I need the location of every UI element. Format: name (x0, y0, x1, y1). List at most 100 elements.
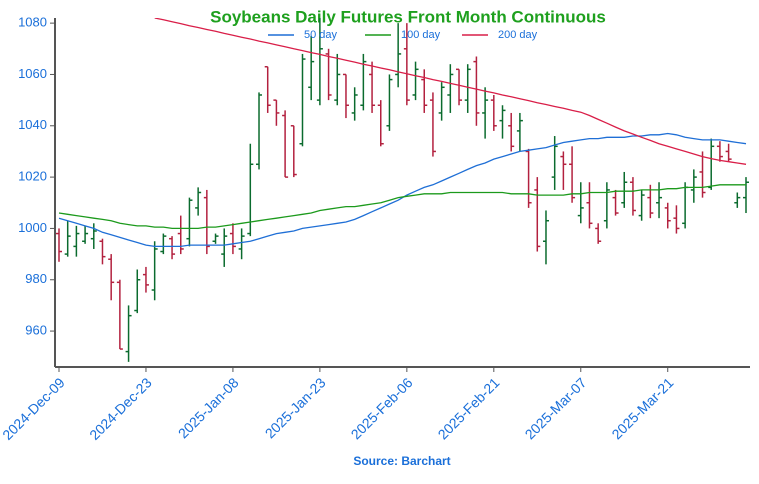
ohlc-bar (499, 105, 506, 139)
ohlc-bar (186, 197, 193, 247)
ohlc-bar (516, 112, 523, 152)
y-tick-label: 960 (25, 323, 47, 338)
ohlc-bar (682, 182, 689, 229)
ohlc-bar (116, 279, 123, 350)
ohlc-bar (743, 177, 749, 214)
ohlc-bar (177, 215, 184, 255)
ohlc-bar (247, 143, 254, 237)
y-tick-label: 1020 (18, 169, 47, 184)
legend-label: 200 day (498, 29, 538, 41)
ohlc-bar (534, 177, 541, 252)
ohlc-bar (238, 228, 245, 260)
ohlc-bar (203, 189, 210, 255)
ohlc-bar (447, 64, 454, 113)
source-note: Source: Barchart (353, 454, 450, 468)
ohlc-bar (316, 18, 323, 106)
ohlc-bar (351, 87, 358, 121)
ohlc-bar (256, 92, 263, 170)
ohlc-bar (290, 125, 297, 178)
ohlc-bar (482, 87, 489, 139)
ohlc-bar (577, 182, 584, 224)
ohlc-bar (525, 148, 532, 208)
ohlc-bar (629, 177, 636, 216)
ohlc-bar (221, 228, 228, 267)
ohlc-bar (560, 151, 567, 190)
x-tick-label: 2025-Jan-08 (175, 374, 242, 441)
ohlc-bar (429, 92, 436, 157)
ohlc-bar (490, 94, 497, 131)
ohlc-bar (656, 182, 663, 219)
x-tick-label: 2024-Dec-09 (0, 374, 68, 443)
ohlc-bar (308, 35, 315, 101)
ohlc-bar (412, 61, 419, 101)
plot-area (56, 18, 749, 362)
ohlc-bar (708, 138, 715, 190)
x-tick-label: 2025-Jan-23 (262, 374, 329, 441)
ohlc-bar (82, 225, 89, 244)
ohlc-bar (395, 23, 402, 88)
x-tick-label: 2025-Mar-21 (608, 374, 676, 442)
ohlc-bar (169, 236, 176, 260)
y-tick-label: 980 (25, 271, 47, 286)
ohlc-bar (586, 182, 593, 229)
y-tick-label: 1040 (18, 117, 47, 132)
ohlc-bar (56, 228, 62, 262)
moving-average-line (154, 18, 747, 165)
ohlc-bar (690, 169, 697, 203)
ohlc-bar (438, 82, 445, 121)
ohlc-bar (151, 241, 158, 301)
ohlc-bar (664, 202, 671, 229)
ohlc-bar (508, 112, 515, 152)
ohlc-bar (464, 64, 471, 113)
ohlc-bar (360, 53, 367, 111)
ohlc-bar (734, 192, 741, 208)
ohlc-bar (142, 266, 149, 293)
ohlc-bar (90, 223, 97, 249)
ohlc-bar (73, 225, 80, 257)
ohlc-bar (334, 53, 341, 106)
ohlc-bar (621, 171, 628, 208)
ohlc-bar (299, 53, 306, 147)
y-tick-label: 1080 (18, 15, 47, 30)
chart-title: Soybeans Daily Futures Front Month Conti… (210, 7, 606, 26)
x-tick-label: 2024-Dec-23 (86, 374, 155, 443)
ohlc-bar (195, 187, 202, 216)
moving-average-line (58, 184, 746, 230)
ohlc-bar (273, 99, 280, 126)
x-tick-label: 2025-Feb-21 (435, 374, 503, 442)
x-tick-label: 2025-Mar-07 (522, 374, 590, 442)
ohlc-bar (64, 220, 71, 257)
ohlc-bar (595, 223, 602, 244)
ohlc-bar (99, 238, 106, 265)
legend-label: 100 day (401, 29, 441, 41)
ohlc-bar (325, 48, 332, 101)
ohlc-bar (369, 61, 376, 113)
ohlc-bar (699, 151, 706, 198)
ohlc-bar (638, 189, 645, 221)
x-tick-label: 2025-Feb-06 (348, 374, 416, 442)
legend-label: 50 day (304, 29, 338, 41)
ohlc-bar (716, 141, 723, 162)
ohlc-bar (421, 69, 428, 113)
ohlc-bar (264, 66, 271, 113)
ohlc-bar (673, 205, 680, 234)
ohlc-bar (456, 68, 463, 106)
y-tick-label: 1060 (18, 66, 47, 81)
ohlc-bar (603, 182, 610, 229)
moving-average-line (58, 132, 747, 248)
ohlc-bar (212, 233, 219, 244)
ohlc-bar (473, 56, 480, 126)
y-tick-label: 1000 (18, 220, 47, 235)
ohlc-bar (612, 189, 619, 216)
ohlc-bar (229, 223, 236, 255)
ohlc-bar (342, 73, 349, 119)
ohlc-bar (386, 74, 393, 131)
ohlc-bar (160, 233, 167, 255)
ohlc-bar (134, 269, 141, 314)
ohlc-bar (125, 305, 132, 362)
ohlc-bar (282, 110, 289, 178)
ohlc-bar (725, 143, 732, 162)
ohlc-bar (108, 254, 115, 301)
